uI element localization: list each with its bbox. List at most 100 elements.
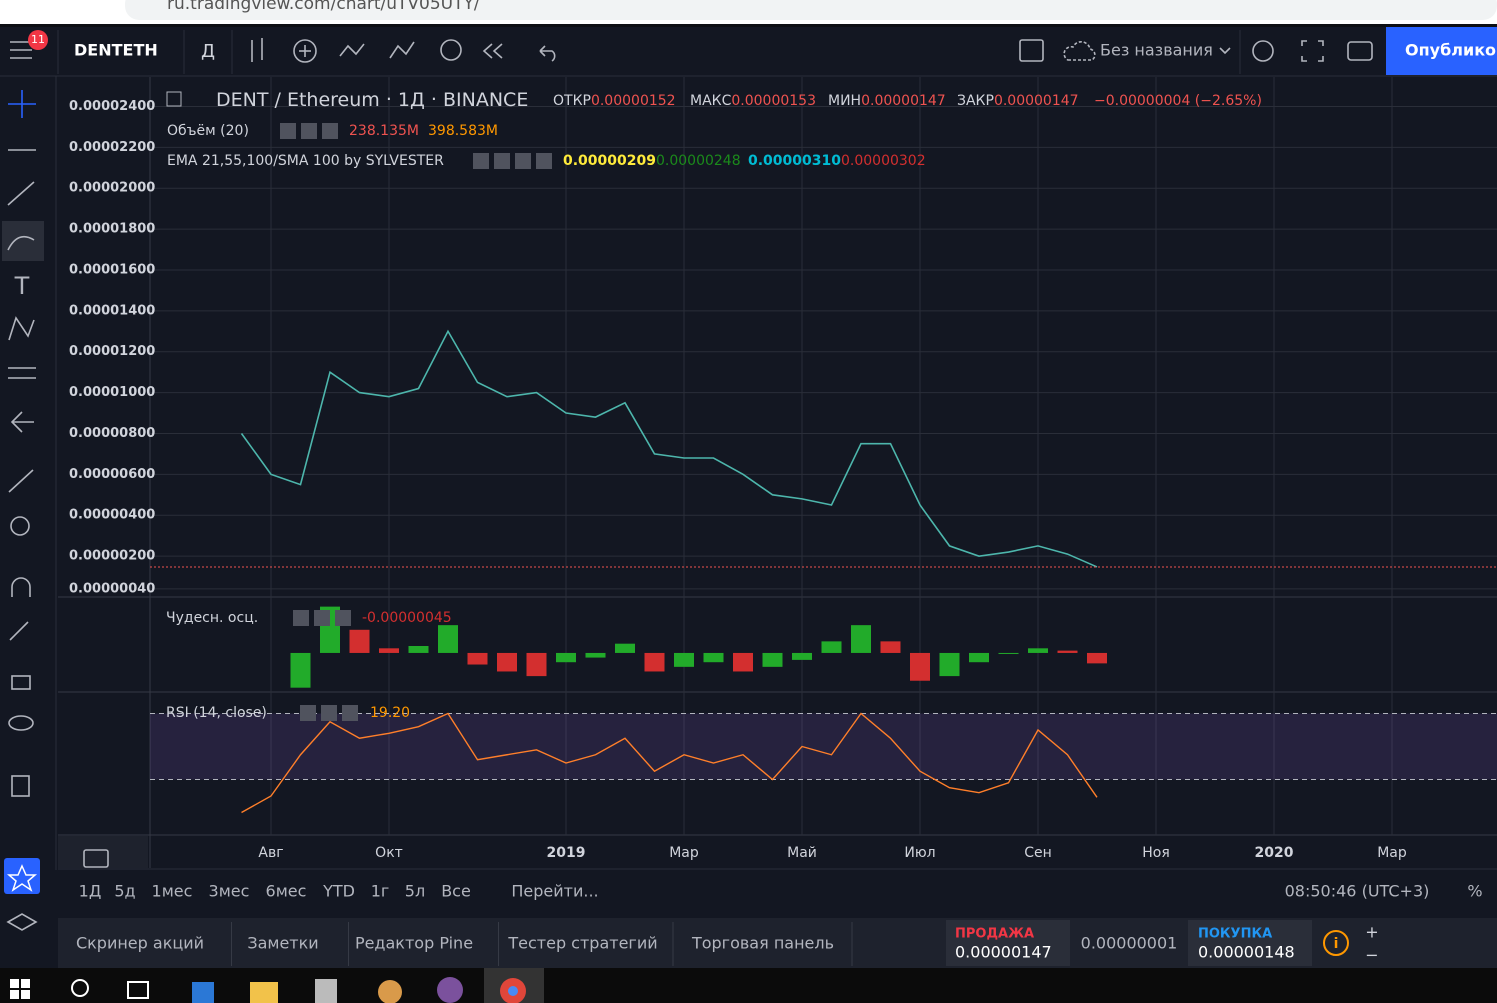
panel-tab[interactable]: Заметки	[247, 934, 318, 953]
panel-tab[interactable]: Редактор Pine	[355, 934, 473, 953]
badge-count: 11	[31, 33, 45, 46]
ao-bar	[1028, 648, 1048, 653]
layout-button[interactable]	[1019, 39, 1044, 62]
change: −0.00000004 (−2.65%)	[1094, 93, 1262, 109]
y-tick-label: 0.00001400	[69, 303, 155, 318]
buy-button[interactable]	[1188, 920, 1312, 966]
separator: /	[275, 89, 282, 111]
collapse-button[interactable]	[166, 91, 182, 107]
x-tick-label: 2019	[547, 845, 586, 861]
panel-tab[interactable]: Тестер стратегий	[507, 934, 657, 953]
base: DENT	[216, 89, 269, 111]
ao-bar	[379, 648, 399, 653]
publish-button[interactable]	[1386, 27, 1497, 75]
ao-bar	[762, 652, 783, 667]
watchlist-button[interactable]	[4, 858, 40, 894]
y-tick-label: 0.00000400	[69, 508, 155, 523]
taskbar-icons[interactable]	[10, 968, 544, 1003]
volume-ma-value: 398.583M	[428, 123, 498, 139]
low: 0.00000147	[861, 93, 946, 109]
zoom-out[interactable]: −	[1365, 946, 1378, 965]
info-button[interactable]	[1323, 930, 1349, 956]
volume-name[interactable]: Объём (20)	[167, 123, 249, 139]
y-tick-label: 0.00001200	[69, 344, 155, 359]
y-tick-label: 0.00000200	[69, 549, 155, 564]
ao-bar	[851, 625, 871, 653]
panel-tab[interactable]: Торговая панель	[691, 934, 834, 953]
taskbar	[0, 968, 1497, 1003]
ao-bar	[644, 652, 665, 672]
ao-bar	[585, 652, 606, 658]
cloud-icon	[1063, 41, 1096, 61]
ao-bar	[703, 652, 724, 663]
ao-bar	[349, 629, 370, 653]
close: 0.00000147	[994, 93, 1079, 109]
fullscreen-button[interactable]	[1301, 40, 1324, 62]
y-tick-label: 0.00001000	[69, 385, 155, 400]
ao-bar	[821, 641, 842, 653]
ao-name[interactable]: Чудесн. осц.	[166, 610, 258, 626]
open: 0.00000152	[591, 93, 676, 109]
range-button[interactable]: 1Д	[79, 882, 102, 901]
x-tick-label: Сен	[1024, 845, 1052, 861]
ema-name[interactable]: EMA 21,55,100/SMA 100 by SYLVESTER	[167, 153, 444, 169]
comments-button[interactable]	[83, 849, 109, 868]
dropdown-icon[interactable]	[1219, 47, 1231, 55]
range-button[interactable]: 6мес	[266, 882, 307, 901]
ao-bar	[438, 625, 458, 653]
divider	[0, 24, 1497, 27]
percent-toggle[interactable]: %	[1467, 882, 1482, 901]
range-button[interactable]: YTD	[322, 882, 355, 901]
range-button[interactable]: 5д	[114, 882, 135, 901]
ao-bar	[880, 641, 901, 653]
buy-price: 0.00000148	[1198, 943, 1295, 962]
rsi-value: 19.20	[370, 705, 410, 721]
top-toolbar	[0, 27, 1497, 76]
range-button[interactable]: Все	[441, 882, 471, 901]
interval-button[interactable]: Д	[201, 41, 215, 62]
rsi-name[interactable]: RSI (14, close)	[166, 705, 267, 721]
quote: Ethereum	[287, 89, 380, 111]
y-tick-label: 0.00001600	[69, 262, 155, 277]
ao-bar	[408, 646, 429, 653]
low-label: МИН	[828, 93, 861, 109]
x-tick-label: Май	[787, 845, 817, 861]
ohlc-legend: ОТКР0.00000152 МАКС0.00000153 МИН0.00000…	[553, 93, 1262, 109]
ao-bar	[497, 652, 517, 672]
settings-button[interactable]	[1252, 40, 1274, 62]
exchange: BINANCE	[443, 89, 528, 111]
info-icon: i	[1334, 936, 1339, 952]
zoom-in[interactable]: +	[1365, 923, 1378, 942]
drawing-tools[interactable]: T	[2, 90, 44, 797]
url-field[interactable]	[125, 0, 1497, 20]
layers-button[interactable]	[6, 913, 38, 931]
ao-bar	[1087, 652, 1107, 664]
y-tick-label: 0.00000040	[69, 581, 155, 596]
comments-area	[58, 836, 148, 868]
y-tick-label: 0.00001800	[69, 222, 155, 237]
goto-button[interactable]: Перейти...	[511, 882, 598, 901]
x-tick-label: Окт	[375, 845, 403, 861]
svg-text:T: T	[14, 272, 30, 300]
layout-name[interactable]: Без названия	[1100, 41, 1213, 60]
buy-label: ПОКУПКА	[1198, 927, 1272, 942]
range-button[interactable]: 1мес	[152, 882, 193, 901]
toolbar-icons[interactable]	[231, 30, 556, 74]
ao-bar	[556, 652, 576, 663]
ao-bar	[290, 652, 311, 688]
x-tick-label: Мар	[1377, 845, 1407, 861]
snapshot-button[interactable]	[1347, 41, 1373, 61]
sma-value: 0.00000302	[841, 153, 926, 169]
close-label: ЗАКР	[957, 93, 994, 109]
badge	[28, 30, 48, 50]
panel-tab[interactable]: Скринер акций	[76, 934, 204, 953]
volume-value: 238.135M	[349, 123, 419, 139]
range-button[interactable]: 3мес	[209, 882, 250, 901]
range-button[interactable]: 1г	[371, 882, 390, 901]
range-button[interactable]: 5л	[405, 882, 425, 901]
y-tick-label: 0.00002200	[69, 140, 155, 155]
study-buttons[interactable]	[280, 123, 552, 721]
symbol-search[interactable]: DENTETH	[74, 41, 158, 60]
sell-button[interactable]	[946, 920, 1070, 966]
